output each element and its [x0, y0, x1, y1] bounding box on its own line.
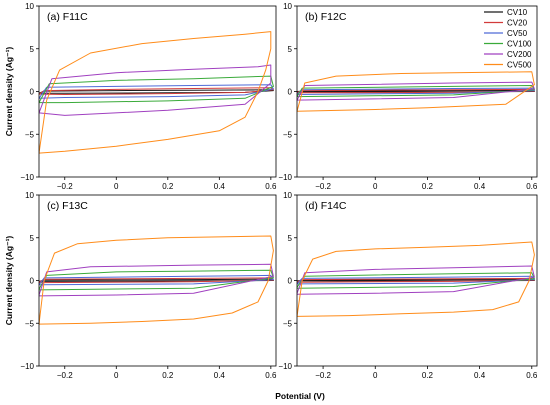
y-tick-label: −10	[278, 362, 292, 371]
x-tick-label: 0.4	[474, 371, 486, 380]
legend-item-cv500: CV500	[484, 61, 532, 70]
legend-item-cv200: CV200	[484, 50, 532, 59]
series-cv200-curve	[39, 64, 272, 116]
legend-label: CV50	[507, 29, 528, 38]
series-cv200-curve	[297, 81, 535, 101]
x-tick-label: −0.2	[57, 371, 73, 380]
x-axis-title: Potential (V)	[275, 391, 325, 401]
y-tick-label: 10	[25, 191, 34, 200]
series-cv500-curve	[297, 241, 535, 317]
y-tick-label: −5	[283, 130, 293, 139]
y-tick-label: 5	[288, 45, 293, 54]
y-tick-label: −10	[20, 362, 34, 371]
x-tick-label: 0.2	[422, 182, 434, 191]
x-tick-label: −0.2	[57, 182, 73, 191]
x-tick-label: −0.2	[315, 182, 331, 191]
y-tick-label: 5	[288, 234, 293, 243]
series-cv200-curve	[297, 265, 535, 295]
series-cv500-curve	[39, 31, 272, 154]
series-cv100-curve	[39, 75, 274, 104]
x-tick-label: 0	[114, 371, 119, 380]
x-tick-label: 0.6	[526, 371, 538, 380]
x-tick-label: 0.2	[422, 371, 434, 380]
x-tick-label: 0.6	[265, 371, 277, 380]
legend-item-cv50: CV50	[484, 29, 528, 38]
panel-title: (b) F12C	[305, 11, 347, 23]
series-cv100-curve	[297, 272, 535, 289]
series-cv500-curve	[297, 71, 535, 112]
series-cv200-curve	[39, 263, 274, 297]
panel-3: −0.2 0 0.2 0.4 0.6 −10 −5 0 5 10 (c) F13C Current d…	[4, 191, 277, 380]
y-tick-label: 5	[30, 234, 35, 243]
series-cv50-curve	[39, 84, 274, 99]
panel-2: −0.2 0 0.2 0.4 0.6 −10 −5 0 5 10 (b) F12C	[278, 2, 537, 191]
panel-4: −0.2 0 0.2 0.4 0.6 −10 −5 0 5 10 (d) F14C	[278, 191, 537, 380]
x-tick-label: 0.6	[265, 182, 277, 191]
series-cv20-curve	[39, 277, 274, 284]
y-axis-title: Current density (Ag⁻¹)	[4, 236, 14, 326]
series-cv100-curve	[39, 269, 274, 291]
legend-label: CV100	[507, 40, 532, 49]
y-tick-label: 10	[283, 191, 292, 200]
y-tick-label: 0	[30, 88, 35, 97]
plot-frame	[38, 5, 277, 178]
legend-item-cv20: CV20	[484, 19, 528, 28]
legend-label: CV500	[507, 61, 532, 70]
y-tick-label: −10	[20, 173, 34, 182]
panel-title: (c) F13C	[47, 200, 88, 212]
x-tick-label: 0.2	[162, 182, 174, 191]
x-tick-label: 0.6	[526, 182, 538, 191]
x-tick-label: 0.4	[214, 182, 226, 191]
y-tick-label: 10	[283, 2, 292, 11]
x-tick-label: 0	[373, 371, 378, 380]
legend-label: CV20	[507, 19, 528, 28]
x-tick-label: 0	[373, 182, 378, 191]
y-tick-label: 0	[30, 277, 35, 286]
panel-1: −0.2 0 0.2 0.4 0.6 −10 −5 0 5 10 (a) F11C Current d…	[4, 2, 277, 191]
x-tick-label: 0.4	[474, 182, 486, 191]
y-tick-label: −10	[278, 173, 292, 182]
series-cv500-curve	[39, 235, 274, 325]
panel-title: (a) F11C	[47, 11, 88, 23]
panel-title: (d) F14C	[305, 200, 347, 212]
legend-item-cv10: CV10	[484, 8, 528, 17]
y-tick-label: −5	[25, 319, 35, 328]
x-tick-label: 0.4	[214, 371, 226, 380]
y-tick-label: 0	[288, 88, 293, 97]
y-tick-label: 5	[30, 45, 35, 54]
y-tick-label: −5	[25, 130, 35, 139]
legend-label: CV10	[507, 8, 528, 17]
legend-item-cv100: CV100	[484, 40, 532, 49]
y-tick-label: 10	[25, 2, 34, 11]
x-tick-label: 0.2	[162, 371, 174, 380]
y-axis-title: Current density (Ag⁻¹)	[4, 47, 14, 137]
legend-label: CV200	[507, 50, 532, 59]
x-tick-label: 0	[114, 182, 119, 191]
x-tick-label: −0.2	[315, 371, 331, 380]
y-tick-label: 0	[288, 277, 293, 286]
y-tick-label: −5	[283, 319, 293, 328]
series-cv100-curve	[297, 85, 535, 98]
